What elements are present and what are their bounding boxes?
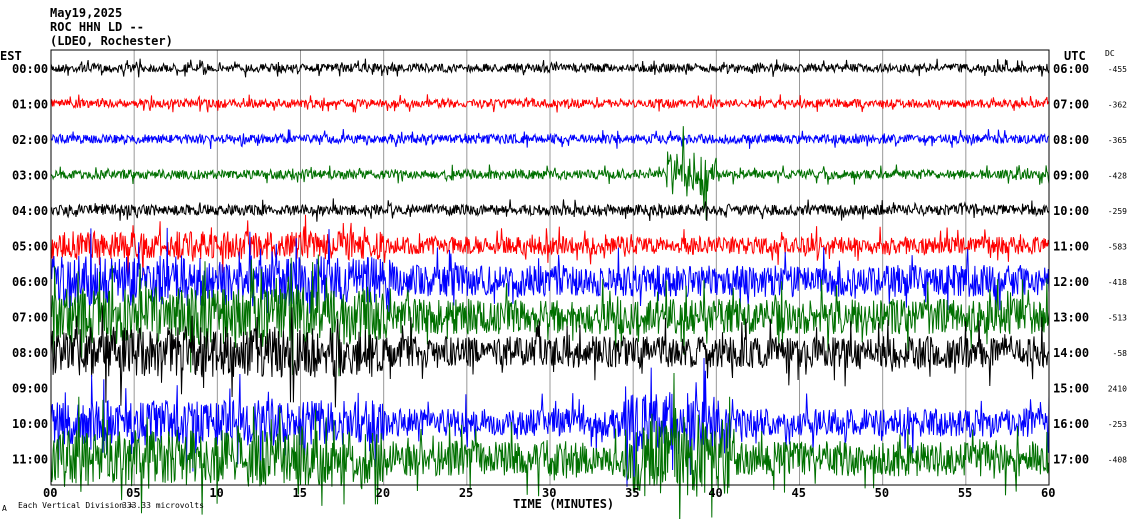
plot-frame [50, 49, 1050, 486]
x-tick-label: 10 [209, 486, 223, 500]
dc-value: -362 [1108, 101, 1127, 110]
x-tick-label: 55 [958, 486, 972, 500]
dc-value: -418 [1108, 278, 1127, 287]
date-label: May19,2025 [50, 6, 123, 20]
utc-row-label: 08:00 [1053, 133, 1089, 147]
utc-row-label: 16:00 [1053, 417, 1089, 431]
x-tick-label: 15 [293, 486, 307, 500]
est-row-label: 06:00 [12, 275, 48, 289]
dc-value: 2410 [1108, 385, 1127, 394]
corner-mark: A [2, 504, 7, 513]
scale-note-label: Each Vertical Division = [18, 501, 134, 510]
est-row-label: 00:00 [12, 62, 48, 76]
trace-line [50, 214, 1050, 276]
trace-line [50, 227, 1050, 318]
utc-row-label: 10:00 [1053, 204, 1089, 218]
est-row-label: 02:00 [12, 133, 48, 147]
station-label: ROC HHN LD -- [50, 20, 144, 34]
trace-line [50, 305, 1050, 408]
scale-note-value: 333.33 microvolts [122, 501, 204, 510]
x-tick-label: 25 [459, 486, 473, 500]
trace-line [50, 198, 1050, 222]
est-row-label: 10:00 [12, 417, 48, 431]
est-row-label: 08:00 [12, 346, 48, 360]
dc-value: -513 [1108, 314, 1127, 323]
x-tick-label: 45 [792, 486, 806, 500]
dc-value: -455 [1108, 65, 1127, 74]
x-tick-label: 35 [625, 486, 639, 500]
utc-row-label: 15:00 [1053, 382, 1089, 396]
network-label: (LDEO, Rochester) [50, 34, 173, 48]
utc-row-label: 17:00 [1053, 453, 1089, 467]
trace-line [50, 357, 1050, 487]
x-axis-title: TIME (MINUTES) [513, 497, 614, 511]
x-tick-label: 20 [376, 486, 390, 500]
dc-value: -428 [1108, 172, 1127, 181]
dc-value: -259 [1108, 207, 1127, 216]
dc-value: -58 [1113, 349, 1128, 358]
x-tick-label: 40 [708, 486, 722, 500]
x-tick-label: 30 [542, 486, 556, 500]
dc-value: -408 [1108, 456, 1127, 465]
x-tick-label: 00 [43, 486, 57, 500]
trace-line [50, 254, 1050, 377]
utc-row-label: 12:00 [1053, 275, 1089, 289]
est-row-label: 03:00 [12, 169, 48, 183]
dc-value: -365 [1108, 136, 1127, 145]
utc-row-label: 13:00 [1053, 311, 1089, 325]
utc-row-label: 14:00 [1053, 346, 1089, 360]
trace-line [50, 94, 1050, 113]
x-tick-label: 60 [1041, 486, 1055, 500]
utc-row-label: 09:00 [1053, 169, 1089, 183]
x-tick-label: 50 [875, 486, 889, 500]
est-row-label: 11:00 [12, 453, 48, 467]
dc-value: -253 [1108, 420, 1127, 429]
x-tick-label: 05 [126, 486, 140, 500]
trace-line [50, 128, 1050, 150]
est-row-label: 09:00 [12, 382, 48, 396]
utc-row-label: 07:00 [1053, 98, 1089, 112]
dc-label: DC [1105, 49, 1115, 58]
utc-row-label: 11:00 [1053, 240, 1089, 254]
est-row-label: 05:00 [12, 240, 48, 254]
trace-line [50, 58, 1050, 78]
utc-row-label: 06:00 [1053, 62, 1089, 76]
est-row-label: 04:00 [12, 204, 48, 218]
trace-line [50, 126, 1050, 220]
utc-axis-label: UTC [1064, 49, 1086, 63]
est-row-label: 07:00 [12, 311, 48, 325]
est-axis-label: EST [0, 49, 22, 63]
est-row-label: 01:00 [12, 98, 48, 112]
dc-value: -583 [1108, 243, 1127, 252]
